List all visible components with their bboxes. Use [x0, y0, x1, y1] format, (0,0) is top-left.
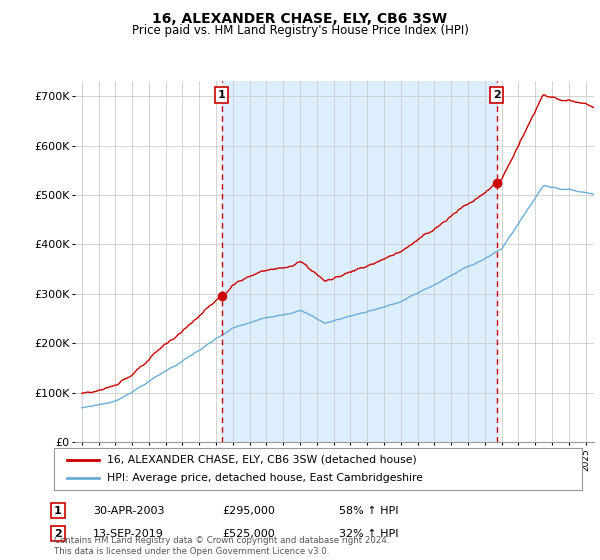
Text: 58% ↑ HPI: 58% ↑ HPI [339, 506, 398, 516]
Text: £525,000: £525,000 [222, 529, 275, 539]
Bar [221, 81, 497, 442]
Text: 30-APR-2003: 30-APR-2003 [93, 506, 164, 516]
Text: HPI: Average price, detached house, East Cambridgeshire: HPI: Average price, detached house, East… [107, 473, 423, 483]
Text: 16, ALEXANDER CHASE, ELY, CB6 3SW: 16, ALEXANDER CHASE, ELY, CB6 3SW [152, 12, 448, 26]
Point [492, 179, 502, 188]
Text: 2: 2 [54, 529, 62, 539]
Text: 2: 2 [493, 90, 500, 100]
Text: 1: 1 [54, 506, 62, 516]
Text: Price paid vs. HM Land Registry's House Price Index (HPI): Price paid vs. HM Land Registry's House … [131, 24, 469, 36]
Text: £295,000: £295,000 [222, 506, 275, 516]
Text: 13-SEP-2019: 13-SEP-2019 [93, 529, 164, 539]
Text: 16, ALEXANDER CHASE, ELY, CB6 3SW (detached house): 16, ALEXANDER CHASE, ELY, CB6 3SW (detac… [107, 455, 416, 465]
Point [217, 292, 226, 301]
Text: 32% ↑ HPI: 32% ↑ HPI [339, 529, 398, 539]
Text: Contains HM Land Registry data © Crown copyright and database right 2024.
This d: Contains HM Land Registry data © Crown c… [54, 536, 389, 556]
Text: 1: 1 [218, 90, 226, 100]
